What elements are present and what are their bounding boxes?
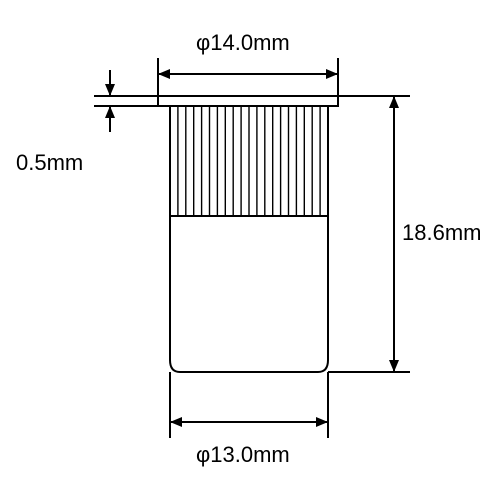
dim-unit: mm [253, 442, 290, 467]
dim-flange-thickness-label: 0.5mm [16, 150, 83, 176]
diagram-stage: φ14.0mm φ13.0mm 0.5mm 18.6mm [0, 0, 500, 500]
dim-flange-diameter-label: φ14.0mm [196, 30, 290, 56]
dim-body-diameter-label: φ13.0mm [196, 442, 290, 468]
dim-value: 0.5 [16, 150, 47, 175]
diagram-svg [0, 0, 500, 500]
dim-value: φ13.0 [196, 442, 253, 467]
dim-unit: mm [47, 150, 84, 175]
dim-unit: mm [445, 220, 482, 245]
dim-value: 18.6 [402, 220, 445, 245]
dim-height-label: 18.6mm [402, 220, 481, 246]
dim-value: φ14.0 [196, 30, 253, 55]
dim-unit: mm [253, 30, 290, 55]
